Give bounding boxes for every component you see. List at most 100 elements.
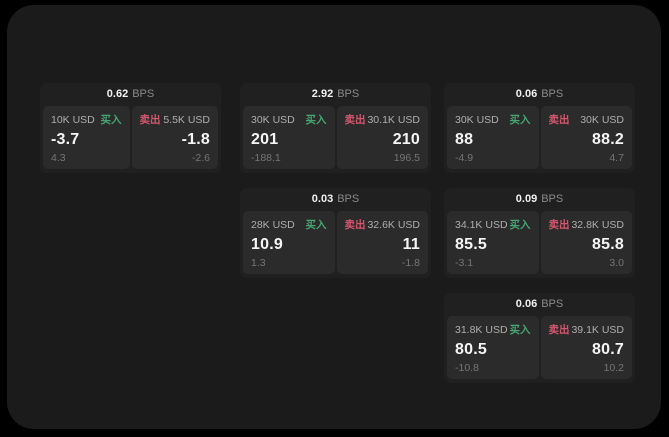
buy-delta: -188.1: [251, 152, 281, 164]
buy-amount: 10K USD: [51, 113, 95, 126]
buy-delta: -10.8: [455, 362, 479, 374]
sell-price: 80.7: [592, 340, 624, 358]
main-panel: 0.62 BPS 10K USD 买入 -3.7 4.3 卖出 5.5K USD…: [7, 5, 661, 429]
buy-amount: 34.1K USD: [455, 218, 508, 231]
buy-price: 85.5: [455, 235, 487, 253]
bps-unit-label: BPS: [337, 193, 360, 205]
bps-unit-label: BPS: [132, 88, 155, 100]
sell-amount: 30K USD: [580, 113, 624, 126]
card-body: 28K USD 买入 10.9 1.3 卖出 32.6K USD 11 -1.8: [240, 211, 431, 274]
buy-tile[interactable]: 31.8K USD 买入 80.5 -10.8: [447, 316, 539, 379]
sell-tile-header: 卖出 30.1K USD: [345, 112, 421, 127]
sell-side-label: 卖出: [344, 219, 366, 231]
quote-card: 0.62 BPS 10K USD 买入 -3.7 4.3 卖出 5.5K USD…: [40, 83, 221, 173]
buy-amount: 28K USD: [251, 218, 295, 231]
buy-delta: 4.3: [51, 152, 66, 164]
sell-side-label: 卖出: [139, 114, 161, 126]
sell-tile-header: 卖出 32.8K USD: [549, 217, 625, 232]
bps-unit-label: BPS: [541, 193, 564, 205]
card-header: 0.06 BPS: [444, 293, 635, 316]
quote-card: 2.92 BPS 30K USD 买入 201 -188.1 卖出 30.1K …: [240, 83, 431, 173]
card-body: 31.8K USD 买入 80.5 -10.8 卖出 39.1K USD 80.…: [444, 316, 635, 379]
bps-value: 0.06: [515, 88, 538, 100]
bps-value: 0.03: [311, 193, 334, 205]
sell-tile-header: 卖出 5.5K USD: [140, 112, 211, 127]
sell-side-label: 卖出: [548, 219, 570, 231]
bps-value: 0.09: [515, 193, 538, 205]
sell-delta: 4.7: [609, 152, 624, 164]
sell-tile-header: 卖出 39.1K USD: [549, 322, 625, 337]
sell-tile-header: 卖出 30K USD: [549, 112, 625, 127]
sell-amount: 30.1K USD: [367, 113, 420, 126]
sell-delta: -1.8: [401, 257, 420, 269]
sell-price: -1.8: [181, 130, 210, 148]
card-body: 10K USD 买入 -3.7 4.3 卖出 5.5K USD -1.8 -2.…: [40, 106, 221, 169]
sell-amount: 39.1K USD: [571, 323, 624, 336]
sell-tile-header: 卖出 32.6K USD: [345, 217, 421, 232]
buy-tile[interactable]: 34.1K USD 买入 85.5 -3.1: [447, 211, 539, 274]
card-body: 30K USD 买入 201 -188.1 卖出 30.1K USD 210 1…: [240, 106, 431, 169]
bps-value: 2.92: [311, 88, 334, 100]
buy-delta: -3.1: [455, 257, 474, 269]
bps-unit-label: BPS: [541, 298, 564, 310]
quote-card: 0.03 BPS 28K USD 买入 10.9 1.3 卖出 32.6K US…: [240, 188, 431, 278]
buy-tile[interactable]: 28K USD 买入 10.9 1.3: [243, 211, 335, 274]
buy-price: 10.9: [251, 235, 283, 253]
buy-tile-header: 31.8K USD 买入: [455, 322, 531, 337]
buy-amount: 30K USD: [455, 113, 499, 126]
sell-price: 11: [402, 235, 420, 253]
quote-card: 0.09 BPS 34.1K USD 买入 85.5 -3.1 卖出 32.8K…: [444, 188, 635, 278]
sell-tile[interactable]: 卖出 39.1K USD 80.7 10.2: [540, 316, 632, 379]
sell-price: 85.8: [592, 235, 624, 253]
sell-side-label: 卖出: [548, 324, 570, 336]
sell-side-label: 卖出: [548, 114, 570, 126]
buy-tile[interactable]: 10K USD 买入 -3.7 4.3: [43, 106, 130, 169]
buy-side-label: 买入: [305, 114, 327, 126]
sell-amount: 32.6K USD: [367, 218, 420, 231]
buy-delta: 1.3: [251, 257, 266, 269]
buy-side-label: 买入: [100, 114, 122, 126]
buy-price: 80.5: [455, 340, 487, 358]
buy-tile-header: 30K USD 买入: [251, 112, 327, 127]
buy-side-label: 买入: [509, 219, 531, 231]
card-header: 0.03 BPS: [240, 188, 431, 211]
sell-price: 210: [392, 130, 420, 148]
sell-delta: 196.5: [393, 152, 420, 164]
card-header: 0.09 BPS: [444, 188, 635, 211]
sell-delta: -2.6: [191, 152, 210, 164]
sell-tile[interactable]: 卖出 32.8K USD 85.8 3.0: [540, 211, 632, 274]
sell-delta: 3.0: [609, 257, 624, 269]
quote-card: 0.06 BPS 30K USD 买入 88 -4.9 卖出 30K USD 8…: [444, 83, 635, 173]
buy-delta: -4.9: [455, 152, 474, 164]
sell-amount: 5.5K USD: [163, 113, 210, 126]
buy-amount: 30K USD: [251, 113, 295, 126]
buy-side-label: 买入: [305, 219, 327, 231]
buy-side-label: 买入: [509, 324, 531, 336]
bps-value: 0.06: [515, 298, 538, 310]
sell-price: 88.2: [592, 130, 624, 148]
quote-card: 0.06 BPS 31.8K USD 买入 80.5 -10.8 卖出 39.1…: [444, 293, 635, 383]
card-header: 0.62 BPS: [40, 83, 221, 106]
buy-price: 201: [251, 130, 279, 148]
buy-amount: 31.8K USD: [455, 323, 508, 336]
buy-side-label: 买入: [509, 114, 531, 126]
bps-unit-label: BPS: [337, 88, 360, 100]
buy-tile-header: 30K USD 买入: [455, 112, 531, 127]
buy-tile-header: 28K USD 买入: [251, 217, 327, 232]
buy-tile-header: 10K USD 买入: [51, 112, 122, 127]
sell-tile[interactable]: 卖出 30K USD 88.2 4.7: [540, 106, 632, 169]
buy-tile-header: 34.1K USD 买入: [455, 217, 531, 232]
sell-side-label: 卖出: [344, 114, 366, 126]
buy-tile[interactable]: 30K USD 买入 88 -4.9: [447, 106, 539, 169]
buy-tile[interactable]: 30K USD 买入 201 -188.1: [243, 106, 335, 169]
sell-delta: 10.2: [603, 362, 624, 374]
bps-value: 0.62: [106, 88, 129, 100]
bps-unit-label: BPS: [541, 88, 564, 100]
card-body: 34.1K USD 买入 85.5 -3.1 卖出 32.8K USD 85.8…: [444, 211, 635, 274]
sell-tile[interactable]: 卖出 32.6K USD 11 -1.8: [336, 211, 428, 274]
buy-price: -3.7: [51, 130, 80, 148]
card-header: 2.92 BPS: [240, 83, 431, 106]
sell-tile[interactable]: 卖出 5.5K USD -1.8 -2.6: [131, 106, 218, 169]
sell-tile[interactable]: 卖出 30.1K USD 210 196.5: [336, 106, 428, 169]
card-header: 0.06 BPS: [444, 83, 635, 106]
